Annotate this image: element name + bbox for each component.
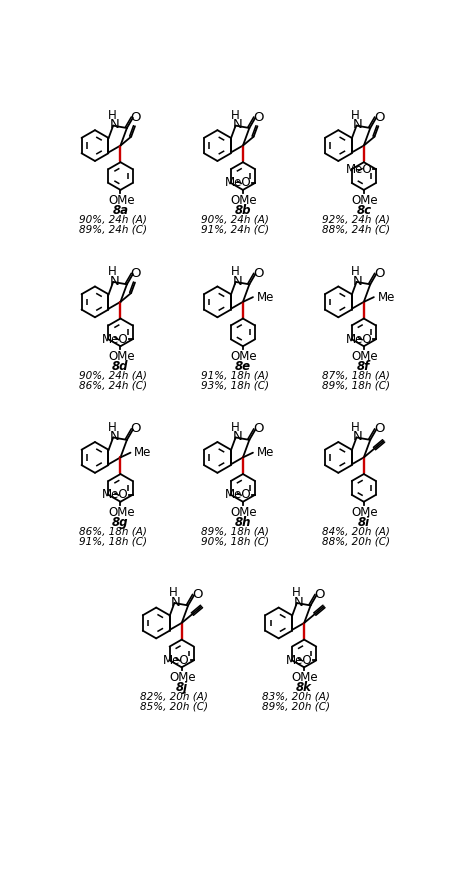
Text: O: O <box>314 588 325 601</box>
Text: N: N <box>232 119 242 131</box>
Text: OMe: OMe <box>230 350 257 363</box>
Text: O: O <box>374 423 384 436</box>
Text: O: O <box>131 111 141 124</box>
Text: MeO: MeO <box>286 654 312 667</box>
Text: N: N <box>353 430 363 443</box>
Text: 90%, 24h (A): 90%, 24h (A) <box>201 215 269 224</box>
Text: MeO: MeO <box>102 488 128 501</box>
Text: Me: Me <box>257 291 274 304</box>
Text: OMe: OMe <box>230 194 257 207</box>
Text: MeO: MeO <box>102 333 128 346</box>
Text: 89%, 18h (A): 89%, 18h (A) <box>201 526 269 536</box>
Text: 8f: 8f <box>357 360 371 373</box>
Text: N: N <box>293 595 303 608</box>
Text: H: H <box>351 265 360 278</box>
Text: Me: Me <box>257 446 274 459</box>
Text: 8a: 8a <box>112 203 128 217</box>
Text: 87%, 18h (A): 87%, 18h (A) <box>322 371 390 381</box>
Text: 90%, 24h (A): 90%, 24h (A) <box>79 215 146 224</box>
Text: N: N <box>110 430 119 443</box>
Text: OMe: OMe <box>108 194 135 207</box>
Text: 86%, 24h (C): 86%, 24h (C) <box>79 381 147 391</box>
Text: MeO: MeO <box>346 162 372 175</box>
Text: Me: Me <box>378 291 395 304</box>
Text: 8g: 8g <box>112 516 129 529</box>
Text: 89%, 18h (C): 89%, 18h (C) <box>322 381 390 391</box>
Text: OMe: OMe <box>351 505 378 519</box>
Text: N: N <box>353 275 363 288</box>
Text: 8i: 8i <box>358 516 370 529</box>
Text: 8h: 8h <box>235 516 251 529</box>
Text: H: H <box>351 109 360 121</box>
Text: 90%, 24h (A): 90%, 24h (A) <box>79 371 146 381</box>
Text: N: N <box>110 275 119 288</box>
Text: 8e: 8e <box>235 360 251 373</box>
Text: 8d: 8d <box>112 360 129 373</box>
Text: H: H <box>230 265 239 278</box>
Text: 8b: 8b <box>235 203 251 217</box>
Text: Me: Me <box>134 446 152 459</box>
Text: 89%, 20h (C): 89%, 20h (C) <box>263 702 330 712</box>
Text: 8k: 8k <box>296 681 312 694</box>
Text: H: H <box>108 265 117 278</box>
Text: 91%, 18h (A): 91%, 18h (A) <box>201 371 269 381</box>
Text: 88%, 24h (C): 88%, 24h (C) <box>322 224 390 235</box>
Text: 90%, 18h (C): 90%, 18h (C) <box>201 536 269 546</box>
Text: 8j: 8j <box>176 681 188 694</box>
Text: OMe: OMe <box>169 671 196 684</box>
Text: H: H <box>292 586 301 599</box>
Text: 83%, 20h (A): 83%, 20h (A) <box>263 692 330 702</box>
Text: N: N <box>353 119 363 131</box>
Text: O: O <box>374 267 384 280</box>
Text: 8c: 8c <box>356 203 372 217</box>
Text: OMe: OMe <box>351 194 378 207</box>
Text: OMe: OMe <box>230 505 257 519</box>
Text: O: O <box>131 423 141 436</box>
Text: 93%, 18h (C): 93%, 18h (C) <box>201 381 269 391</box>
Text: H: H <box>108 109 117 121</box>
Text: H: H <box>351 421 360 434</box>
Text: OMe: OMe <box>351 350 378 363</box>
Text: MeO: MeO <box>163 654 190 667</box>
Text: MeO: MeO <box>225 488 251 501</box>
Text: OMe: OMe <box>108 505 135 519</box>
Text: MeO: MeO <box>225 176 251 189</box>
Text: H: H <box>230 109 239 121</box>
Text: 92%, 24h (A): 92%, 24h (A) <box>322 215 390 224</box>
Text: O: O <box>374 111 384 124</box>
Text: N: N <box>232 430 242 443</box>
Text: 85%, 20h (C): 85%, 20h (C) <box>140 702 208 712</box>
Text: O: O <box>253 111 264 124</box>
Text: N: N <box>110 119 119 131</box>
Text: 86%, 18h (A): 86%, 18h (A) <box>79 526 146 536</box>
Text: O: O <box>253 267 264 280</box>
Text: 88%, 20h (C): 88%, 20h (C) <box>322 536 390 546</box>
Text: N: N <box>232 275 242 288</box>
Text: O: O <box>131 267 141 280</box>
Text: N: N <box>171 595 181 608</box>
Text: 91%, 18h (C): 91%, 18h (C) <box>79 536 147 546</box>
Text: O: O <box>253 423 264 436</box>
Text: 89%, 24h (C): 89%, 24h (C) <box>79 224 147 235</box>
Text: O: O <box>192 588 202 601</box>
Text: 84%, 20h (A): 84%, 20h (A) <box>322 526 390 536</box>
Text: 82%, 20h (A): 82%, 20h (A) <box>140 692 208 702</box>
Text: H: H <box>108 421 117 434</box>
Text: 91%, 24h (C): 91%, 24h (C) <box>201 224 269 235</box>
Text: OMe: OMe <box>292 671 318 684</box>
Text: OMe: OMe <box>108 350 135 363</box>
Text: H: H <box>230 421 239 434</box>
Text: H: H <box>169 586 178 599</box>
Text: MeO: MeO <box>346 333 372 346</box>
